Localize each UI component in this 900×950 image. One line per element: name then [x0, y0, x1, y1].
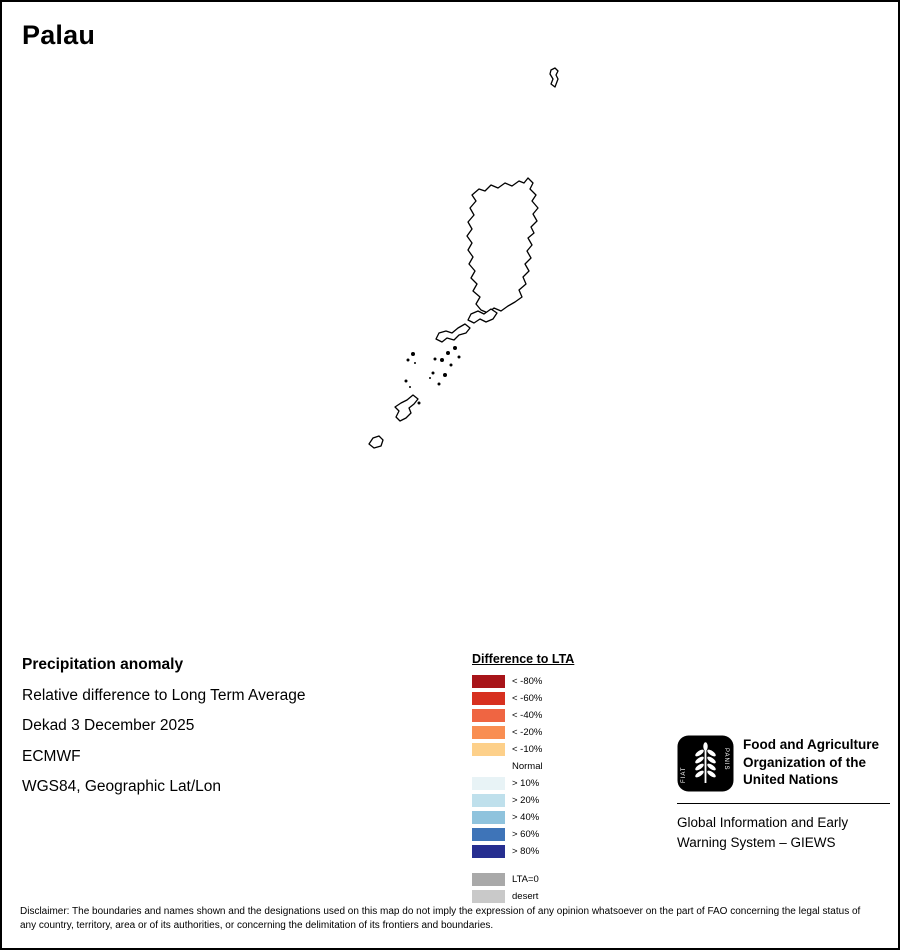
legend-swatch — [472, 777, 505, 790]
giews-name: Global Information and Early Warning Sys… — [677, 815, 849, 850]
info-line-source: ECMWF — [22, 747, 81, 765]
legend-item: > 60% — [472, 826, 612, 843]
legend-swatch — [472, 873, 505, 886]
legend-title: Difference to LTA — [472, 652, 575, 666]
legend-label: < -20% — [512, 727, 543, 738]
fao-row: FIAT PANIS Food and Agriculture Organiza… — [677, 735, 890, 792]
legend-swatch — [472, 675, 505, 688]
legend-swatch — [472, 845, 505, 858]
legend-item: Normal — [472, 758, 612, 775]
legend-item: > 10% — [472, 775, 612, 792]
legend-item: < -40% — [472, 707, 612, 724]
fao-logo-motto-right: PANIS — [723, 748, 729, 771]
fao-logo-motto-left: FIAT — [681, 766, 687, 783]
info-line-method: Relative difference to Long Term Average — [22, 686, 306, 704]
legend-label: > 60% — [512, 829, 540, 840]
legend-gap — [472, 860, 612, 871]
legend-label: < -60% — [512, 693, 543, 704]
legend-label: > 80% — [512, 846, 540, 857]
legend-label: < -10% — [512, 744, 543, 755]
legend-swatch — [472, 726, 505, 739]
legend-swatch — [472, 743, 505, 756]
island-angaur — [368, 435, 384, 449]
page-title: Palau — [22, 20, 96, 50]
legend-item: desert — [472, 888, 612, 905]
legend-label: > 20% — [512, 795, 540, 806]
legend-swatch — [472, 828, 505, 841]
island-babeldaob — [466, 177, 539, 314]
footer: FIAT PANIS Food and Agriculture Organiza… — [677, 735, 890, 853]
footer-divider — [677, 803, 890, 804]
legend-swatch — [472, 692, 505, 705]
legend-swatch — [472, 760, 505, 773]
legend-swatch — [472, 890, 505, 903]
legend-swatch — [472, 709, 505, 722]
legend-label: LTA=0 — [512, 874, 539, 885]
legend-label: < -80% — [512, 676, 543, 687]
legend-item: < -60% — [472, 690, 612, 707]
fao-logo: FIAT PANIS — [677, 735, 734, 792]
info-line-projection: WGS84, Geographic Lat/Lon — [22, 778, 222, 795]
legend: Difference to LTA < -80% < -60% < -40% <… — [472, 652, 612, 905]
island-koror-cluster — [467, 308, 498, 324]
disclaimer-text: Disclaimer: The boundaries and names sho… — [20, 906, 861, 931]
legend-item: > 20% — [472, 792, 612, 809]
legend-swatch — [472, 794, 505, 807]
legend-label: < -40% — [512, 710, 543, 721]
info-line-dekad: Dekad 3 December 2025 — [22, 717, 195, 734]
legend-item: > 40% — [472, 809, 612, 826]
info-heading: Precipitation anomaly — [22, 656, 184, 673]
legend-item: LTA=0 — [472, 871, 612, 888]
legend-label: Normal — [512, 761, 543, 772]
legend-item: < -10% — [472, 741, 612, 758]
legend-item: < -80% — [472, 673, 612, 690]
fao-org-name: Food and Agriculture Organization of the… — [743, 737, 879, 787]
island-peleliu — [394, 394, 419, 422]
legend-item: < -20% — [472, 724, 612, 741]
island-kayangel — [549, 67, 559, 88]
rock-islands — [404, 346, 461, 405]
legend-label: desert — [512, 891, 539, 902]
map-info-block: Precipitation anomaly Relative differenc… — [22, 656, 306, 809]
island-koror-cluster — [435, 323, 471, 343]
legend-label: > 10% — [512, 778, 540, 789]
legend-item: > 80% — [472, 843, 612, 860]
legend-swatch — [472, 811, 505, 824]
legend-label: > 40% — [512, 812, 540, 823]
